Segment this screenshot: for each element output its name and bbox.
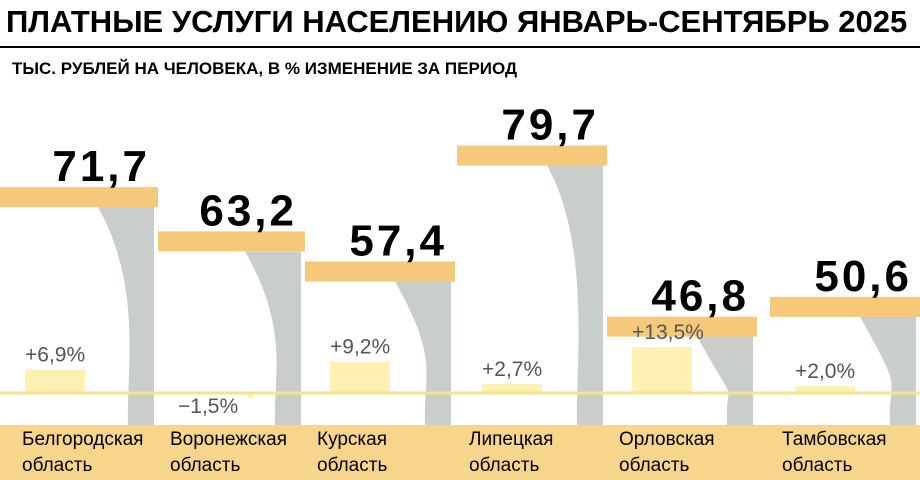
- change-bar: [482, 383, 542, 393]
- value-bar: [457, 145, 607, 166]
- change-label: −1,5%: [178, 395, 238, 418]
- category-label: Курская область: [317, 429, 388, 476]
- chart-title: ПЛАТНЫЕ УСЛУГИ НАСЕЛЕНИЮ ЯНВАРЬ-СЕНТЯБРЬ…: [6, 4, 907, 39]
- value-label: 71,7: [52, 142, 150, 191]
- value-label: 46,8: [651, 272, 749, 321]
- category-label: Воронежская область: [170, 429, 288, 476]
- category-label: Белгородская область: [22, 429, 144, 476]
- value-shadow: [697, 336, 753, 425]
- value-shadow: [245, 251, 301, 425]
- value-label: 79,7: [501, 101, 599, 150]
- change-label: +2,0%: [795, 360, 855, 383]
- value-bar: [158, 231, 305, 252]
- change-label: +2,7%: [482, 358, 542, 381]
- value-label: 50,6: [814, 252, 912, 301]
- change-bar: [795, 386, 855, 393]
- value-label: 57,4: [349, 217, 447, 266]
- value-shadow: [547, 165, 603, 425]
- category-label: Орловская область: [619, 429, 715, 476]
- change-bar: [632, 347, 692, 393]
- change-bar: [330, 361, 390, 393]
- value-shadow: [395, 281, 451, 425]
- value-shadow: [860, 316, 916, 425]
- title-bg: [0, 0, 920, 47]
- change-bar: [25, 369, 85, 393]
- category-label: Тамбовская область: [782, 429, 887, 476]
- category-label: Липецкая область: [469, 429, 554, 476]
- value-bar: [607, 316, 757, 337]
- chart-subtitle: ТЫС. РУБЛЕЙ НА ЧЕЛОВЕКА, В % ИЗМЕНЕНИЕ З…: [12, 59, 517, 78]
- change-label: +13,5%: [632, 321, 704, 344]
- label-band: [0, 425, 920, 480]
- change-bar: [248, 393, 253, 399]
- change-label: +9,2%: [330, 336, 390, 359]
- value-bar: [305, 261, 455, 282]
- change-label: +6,9%: [25, 344, 85, 367]
- value-shadow: [98, 207, 154, 425]
- value-bar: [0, 187, 158, 208]
- value-bar: [770, 296, 920, 317]
- value-label: 63,2: [199, 186, 297, 235]
